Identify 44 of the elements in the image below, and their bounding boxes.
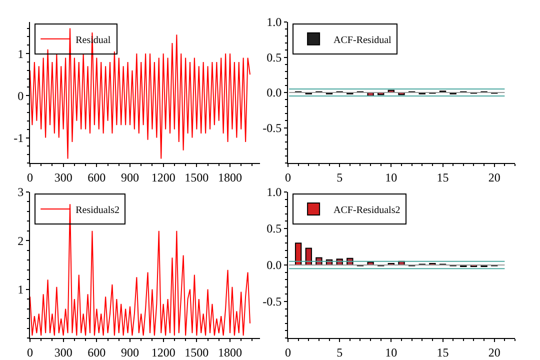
- x-tick-label: 300: [54, 345, 72, 360]
- y-tick-label: 0.0: [266, 258, 282, 272]
- legend-label: Residuals2: [76, 204, 120, 216]
- x-tick-label: 1500: [184, 345, 209, 360]
- y-tick-label: -1: [14, 130, 24, 145]
- x-tick-label: 600: [88, 345, 106, 360]
- y-tick-label: -0.5: [262, 120, 282, 135]
- legend-label: ACF-Residuals2: [334, 204, 400, 216]
- y-tick-label: 0: [18, 88, 24, 103]
- x-tick-label: 300: [54, 170, 72, 184]
- y-tick-label: 1.0: [266, 15, 282, 30]
- x-tick-label: 1500: [184, 170, 209, 184]
- x-tick-label: 1800: [218, 345, 242, 360]
- x-tick-label: 10: [385, 345, 398, 360]
- x-tick-label: 0: [285, 345, 291, 360]
- y-tick-label: -0.5: [262, 294, 282, 309]
- y-tick-label: 1: [18, 46, 24, 61]
- x-tick-label: 0: [27, 345, 33, 360]
- y-tick-label: 1.0: [266, 185, 282, 200]
- x-tick-label: 15: [436, 345, 449, 360]
- y-tick-label: 1: [18, 282, 24, 297]
- line-series: [30, 204, 250, 336]
- y-tick-label: 2: [18, 234, 24, 248]
- x-tick-label: 15: [436, 170, 449, 184]
- line-series: [30, 28, 250, 160]
- x-tick-label: 1800: [218, 170, 242, 184]
- x-tick-label: 10: [385, 170, 398, 184]
- x-tick-label: 0: [27, 170, 33, 184]
- y-tick-label: 0.5: [266, 50, 282, 64]
- x-tick-label: 0: [285, 170, 291, 184]
- bar: [294, 242, 302, 266]
- x-tick-label: 900: [121, 170, 139, 184]
- x-tick-label: 1200: [151, 170, 176, 184]
- x-tick-label: 600: [88, 170, 106, 184]
- y-tick-label: 3: [18, 185, 24, 200]
- x-tick-label: 900: [121, 345, 139, 360]
- x-tick-label: 1200: [151, 345, 176, 360]
- y-tick-label: 0.0: [266, 86, 282, 100]
- y-tick-label: 0.5: [266, 222, 282, 236]
- x-tick-label: 20: [488, 345, 500, 360]
- legend-label: ACF-Residual: [334, 34, 392, 46]
- x-tick-label: 5: [336, 345, 343, 360]
- x-tick-label: 5: [336, 170, 343, 184]
- x-tick-label: 20: [488, 170, 500, 184]
